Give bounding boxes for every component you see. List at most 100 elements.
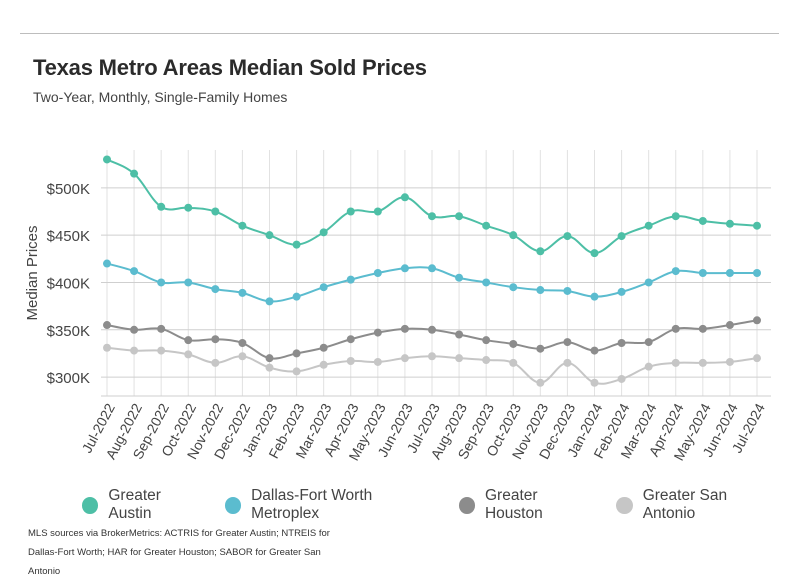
- data-point: [644, 338, 653, 347]
- y-tick-label: $500K: [47, 181, 90, 198]
- legend-item-greater-houston: Greater Houston: [458, 487, 596, 523]
- data-point: [753, 316, 761, 325]
- data-point: [346, 207, 355, 216]
- data-point: [509, 358, 518, 367]
- legend-item-greater-austin: Greater Austin: [82, 487, 204, 523]
- data-point: [292, 240, 301, 249]
- data-point: [373, 357, 382, 366]
- series-greater-san-antonio: [103, 343, 761, 387]
- data-point: [184, 278, 193, 287]
- data-point: [617, 232, 626, 241]
- data-point: [319, 360, 328, 369]
- data-point: [563, 232, 572, 241]
- data-point: [292, 367, 301, 376]
- data-point: [292, 349, 301, 358]
- data-point: [617, 339, 626, 348]
- data-point: [211, 285, 220, 294]
- data-point: [455, 330, 464, 339]
- data-point: [590, 292, 599, 301]
- y-tick-label: $400K: [47, 275, 90, 292]
- data-point: [265, 231, 274, 240]
- data-point: [265, 354, 274, 363]
- data-point: [753, 221, 761, 230]
- data-point: [184, 203, 193, 212]
- data-point: [725, 357, 734, 366]
- legend-label: Greater Austin: [108, 487, 161, 522]
- data-point: [103, 321, 111, 330]
- data-point: [373, 269, 382, 277]
- data-point: [265, 297, 274, 306]
- data-point: [292, 292, 301, 301]
- series-group: [103, 155, 761, 387]
- series-dallas-fort-worth-metroplex: [103, 259, 761, 306]
- data-point: [698, 324, 707, 333]
- data-point: [103, 343, 111, 352]
- y-axis-label: Median Prices: [24, 225, 41, 320]
- data-point: [130, 169, 139, 178]
- data-point: [698, 216, 707, 225]
- data-point: [103, 155, 111, 164]
- legend: Greater Austin Dallas-Fort Worth Metrople…: [82, 487, 799, 523]
- source-note: MLS sources via BrokerMetrics: ACTRIS fo…: [28, 528, 330, 577]
- data-point: [428, 352, 436, 361]
- data-point: [482, 278, 491, 287]
- data-point: [184, 336, 193, 345]
- chart-subtitle: Two-Year, Monthly, Single-Family Homes: [33, 89, 288, 105]
- data-point: [103, 259, 111, 268]
- legend-label: Greater San Antonio: [642, 487, 728, 522]
- y-axis: $300K $350K $400K $450K $500K: [47, 181, 90, 387]
- data-point: [509, 231, 518, 240]
- data-point: [455, 354, 464, 363]
- legend-marker: [224, 496, 242, 514]
- data-point: [157, 202, 166, 211]
- legend-marker: [458, 496, 475, 514]
- data-point: [563, 286, 572, 295]
- legend-marker: [82, 496, 99, 514]
- data-point: [428, 325, 436, 334]
- data-point: [671, 267, 680, 276]
- data-point: [373, 207, 382, 216]
- data-point: [617, 287, 626, 296]
- data-point: [536, 378, 545, 387]
- data-point: [373, 328, 382, 337]
- chart-title: Texas Metro Areas Median Sold Prices: [33, 55, 427, 80]
- legend-label: Dallas-Fort Worth Metroplex: [251, 487, 373, 522]
- data-point: [184, 350, 193, 359]
- data-point: [725, 269, 734, 277]
- data-point: [238, 221, 247, 230]
- data-point: [211, 358, 220, 367]
- data-point: [644, 362, 653, 371]
- data-point: [617, 374, 626, 383]
- y-tick-label: $350K: [47, 323, 90, 340]
- data-point: [238, 339, 247, 348]
- data-point: [157, 324, 166, 333]
- data-point: [455, 212, 464, 221]
- data-point: [536, 344, 545, 353]
- data-point: [698, 269, 707, 277]
- data-point: [130, 346, 139, 355]
- data-point: [346, 356, 355, 365]
- data-point: [482, 336, 491, 345]
- data-point: [211, 207, 220, 216]
- data-point: [698, 358, 707, 367]
- data-point: [536, 286, 545, 295]
- data-point: [400, 264, 409, 273]
- data-point: [346, 335, 355, 344]
- series-greater-austin: [103, 155, 761, 258]
- data-point: [130, 267, 139, 276]
- data-point: [346, 275, 355, 284]
- data-point: [590, 346, 599, 355]
- data-point: [157, 346, 166, 355]
- data-point: [753, 354, 761, 363]
- data-point: [428, 212, 436, 221]
- data-point: [157, 278, 166, 287]
- data-point: [644, 278, 653, 287]
- data-point: [671, 212, 680, 221]
- data-point: [753, 269, 761, 277]
- data-point: [400, 193, 409, 202]
- data-point: [428, 264, 436, 273]
- data-point: [590, 249, 599, 258]
- data-point: [400, 354, 409, 363]
- data-point: [509, 283, 518, 292]
